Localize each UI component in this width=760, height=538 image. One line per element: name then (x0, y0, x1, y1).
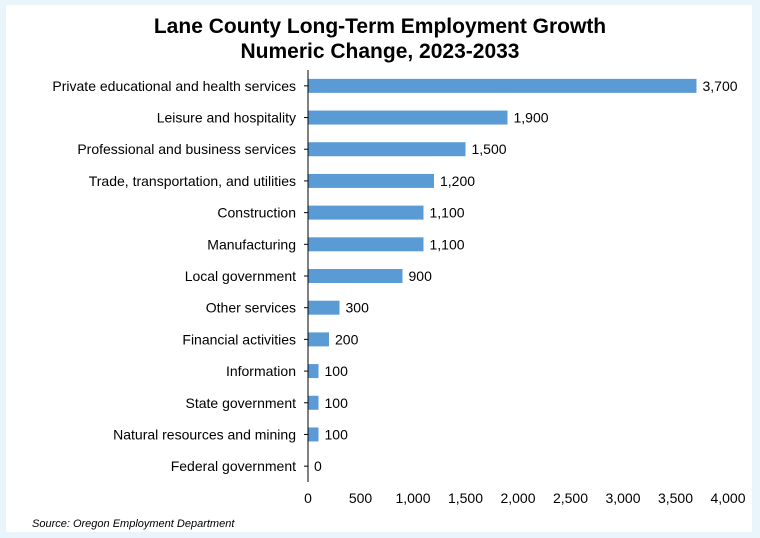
chart-title-block: Lane County Long-Term Employment Growth … (0, 14, 760, 64)
data-label: 0 (314, 458, 322, 474)
category-label: Other services (206, 300, 296, 316)
chart-subtitle: Numeric Change, 2023-2033 (240, 40, 520, 63)
data-label: 100 (325, 395, 349, 411)
data-label: 3,700 (703, 78, 738, 94)
data-label: 1,500 (472, 141, 507, 157)
data-label: 1,200 (440, 173, 475, 189)
data-label: 100 (325, 426, 349, 442)
category-label: Leisure and hospitality (157, 110, 296, 126)
x-tick-label: 500 (349, 490, 373, 506)
bar (308, 427, 319, 442)
bar (308, 142, 466, 157)
category-label: Trade, transportation, and utilities (89, 173, 296, 189)
bar (308, 364, 319, 379)
bar (308, 205, 424, 220)
data-label: 1,100 (430, 205, 465, 221)
bar (308, 173, 434, 188)
x-tick-label: 2,500 (553, 490, 588, 506)
x-tick-label: 1,000 (395, 490, 430, 506)
category-label: Private educational and health services (52, 78, 296, 94)
data-label: 900 (409, 268, 433, 284)
category-label: Information (226, 363, 296, 379)
chart-title: Lane County Long-Term Employment Growth (153, 15, 607, 38)
x-tick-label: 0 (304, 490, 312, 506)
data-label: 200 (335, 331, 359, 347)
category-label: Manufacturing (207, 236, 296, 252)
category-label: Local government (185, 268, 296, 284)
x-tick-label: 4,000 (710, 490, 745, 506)
category-label: Financial activities (182, 331, 296, 347)
bar (308, 78, 697, 93)
x-tick-label: 3,000 (605, 490, 640, 506)
data-label: 1,100 (430, 236, 465, 252)
x-tick-label: 2,000 (500, 490, 535, 506)
bar (308, 395, 319, 410)
bar (308, 237, 424, 252)
data-label: 1,900 (514, 110, 549, 126)
x-tick-label: 1,500 (448, 490, 483, 506)
category-label: State government (185, 395, 296, 411)
category-label: Construction (217, 205, 296, 221)
bar (308, 332, 329, 347)
category-label: Professional and business services (77, 141, 296, 157)
source-note: Source: Oregon Employment Department (32, 518, 235, 530)
bar (308, 269, 403, 283)
data-label: 100 (325, 363, 349, 379)
bar (308, 300, 340, 315)
category-label: Federal government (171, 458, 296, 474)
x-tick-label: 3,500 (658, 490, 693, 506)
bar (308, 110, 508, 125)
data-label: 300 (346, 300, 370, 316)
category-label: Natural resources and mining (113, 426, 296, 442)
